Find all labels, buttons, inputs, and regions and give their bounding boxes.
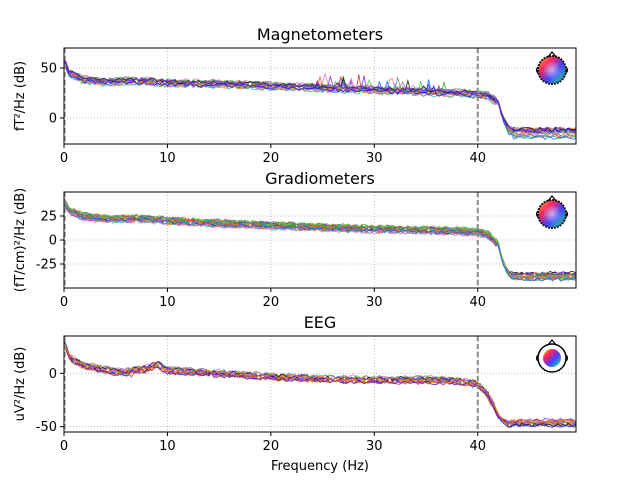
series-line (64, 60, 576, 141)
x-tick-label: 30 (366, 151, 383, 166)
series-line (64, 200, 576, 278)
y-axis-label: (fT/cm)²/Hz (dB) (13, 188, 28, 293)
series-line (64, 341, 576, 425)
series-group (64, 337, 576, 429)
series-line (64, 197, 576, 279)
series-line (64, 202, 576, 279)
series-group (64, 56, 576, 141)
x-tick-label: 20 (263, 295, 280, 310)
sensor-head-icon (535, 195, 569, 229)
y-axis-label: uV²/Hz (dB) (13, 347, 28, 422)
series-line (64, 56, 576, 131)
series-line (64, 61, 576, 134)
series-line (64, 61, 576, 132)
x-tick-label: 30 (366, 439, 383, 454)
x-tick-label: 10 (159, 439, 176, 454)
series-line (64, 199, 576, 280)
x-tick-label: 20 (263, 439, 280, 454)
y-tick-label: -50 (36, 420, 57, 435)
series-line (64, 58, 576, 136)
x-tick-label: 40 (469, 295, 486, 310)
panel-1: 0 10 20 30 40 -25 0 25 Gradiometers (fT/cm)²/Hz (… (13, 169, 577, 310)
series-line (64, 59, 576, 132)
series-line (64, 340, 576, 427)
y-tick-label: 50 (40, 62, 57, 77)
panel-title: EEG (304, 313, 337, 332)
y-tick-label: 25 (40, 210, 57, 225)
series-line (64, 343, 576, 426)
series-line (64, 62, 576, 136)
x-tick-label: 30 (366, 295, 383, 310)
series-line (64, 199, 576, 281)
y-tick-label: -25 (36, 258, 57, 273)
x-tick-label: 0 (60, 295, 68, 310)
series-line (64, 60, 576, 133)
series-line (64, 344, 576, 426)
series-line (64, 61, 576, 135)
series-line (64, 58, 576, 138)
x-tick-label: 0 (60, 439, 68, 454)
sensor-head-icon (535, 339, 569, 373)
y-tick-label: 0 (49, 112, 57, 127)
x-tick-label: 10 (159, 151, 176, 166)
series-line (64, 62, 576, 133)
series-line (64, 203, 576, 281)
series-line (64, 342, 576, 425)
x-tick-label: 0 (60, 151, 68, 166)
y-tick-label: 0 (49, 234, 57, 249)
series-line (64, 203, 576, 279)
series-line (64, 201, 576, 277)
series-line (64, 61, 576, 133)
series-line (64, 59, 576, 139)
y-axis-label: fT²/Hz (dB) (13, 61, 28, 131)
series-line (64, 197, 576, 280)
series-line (64, 57, 576, 137)
series-line (64, 56, 576, 132)
series-line (64, 342, 576, 425)
series-line (64, 340, 576, 428)
series-line (64, 201, 576, 282)
sensor-head-icon (535, 51, 569, 85)
axes-frame (63, 47, 577, 145)
series-group (64, 197, 576, 282)
y-tick-label: 0 (49, 367, 57, 382)
panel-title: Magnetometers (257, 25, 383, 44)
series-line (64, 59, 576, 140)
x-axis-label: Frequency (Hz) (271, 459, 369, 474)
series-line (64, 201, 576, 277)
panel-title: Gradiometers (265, 169, 375, 188)
x-tick-label: 40 (469, 151, 486, 166)
series-line (64, 200, 576, 278)
x-tick-label: 40 (469, 439, 486, 454)
series-line (64, 199, 576, 277)
panel-0: 0 10 20 30 40 0 50 Magnetometers fT²/Hz (dB) (13, 25, 577, 166)
series-line (64, 59, 576, 137)
series-line (64, 343, 576, 425)
x-tick-label: 20 (263, 151, 280, 166)
series-line (64, 57, 576, 134)
series-line (64, 342, 576, 429)
series-line (64, 199, 576, 280)
series-line (64, 198, 576, 281)
axes-frame (63, 335, 577, 433)
x-tick-label: 10 (159, 295, 176, 310)
